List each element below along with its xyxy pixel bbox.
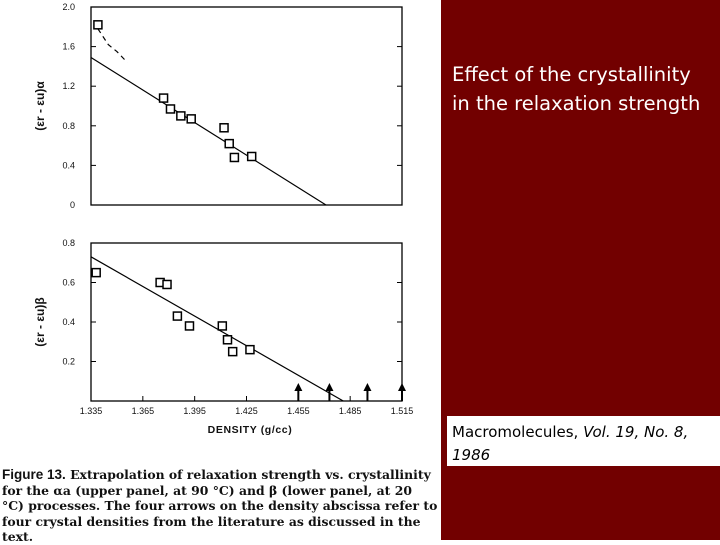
lower-data-point <box>227 346 238 357</box>
upper-data-point <box>186 114 196 124</box>
lower-panel: 0.8 0.6 0.4 0.2 (εr - εu)β 1.335 1.365 1.395 1.4… <box>33 238 413 416</box>
upper-y-axis-label: (εr - εu)α <box>33 81 47 131</box>
density-arrow-head <box>294 383 303 391</box>
lower-x-tick-label: 1.395 <box>183 406 206 416</box>
upper-y-tick-label: 0 <box>70 200 75 210</box>
lower-y-axis-label: (εr - εu)β <box>33 297 47 346</box>
lower-frame <box>90 242 403 402</box>
upper-y-tick-label: 1.2 <box>62 81 75 91</box>
axis-labels: DENSITY (g/cc) <box>208 424 293 436</box>
lower-y-tick-label: 0.6 <box>62 278 75 288</box>
upper-data-point <box>93 20 103 30</box>
lower-y-tick-label: 0.2 <box>62 357 75 367</box>
lower-y-tick-label: 0.8 <box>62 238 75 248</box>
upper-data-point <box>158 93 169 103</box>
upper-data-point <box>246 151 257 162</box>
density-arrow-head <box>325 383 334 391</box>
citation: Macromolecules, Vol. 19, No. 8, 1986 <box>452 421 716 467</box>
lower-fit-line <box>90 256 344 402</box>
lower-data-point <box>91 267 101 278</box>
upper-y-tick-label: 1.6 <box>62 42 75 52</box>
upper-panel: 2.0 1.6 1.2 0.8 0.4 0 (εr - εu)α <box>33 2 403 210</box>
lower-x-tick-label: 1.485 <box>339 406 362 416</box>
caption-label: Figure 13. <box>2 467 66 482</box>
upper-y-tick-label: 0.4 <box>62 160 75 170</box>
lower-x-tick-label: 1.365 <box>132 406 155 416</box>
citation-journal: Macromolecules, <box>452 423 579 441</box>
upper-data-point <box>219 123 229 133</box>
slide-title: Effect of the crystallinity in the relax… <box>452 63 701 115</box>
upper-data-point <box>176 111 186 121</box>
upper-y-tick-label: 2.0 <box>62 2 75 12</box>
lower-x-tick-label: 1.335 <box>80 406 103 416</box>
lower-data-point <box>217 321 228 331</box>
figure-area: 2.0 1.6 1.2 0.8 0.4 0 (εr - εu)α 0.8 0.6 0.4 0.2 (… <box>2 2 438 545</box>
lower-data-point <box>245 344 255 355</box>
lower-data-point <box>184 321 195 331</box>
lower-x-tick-label: 1.515 <box>391 406 414 416</box>
figure-chart: 2.0 1.6 1.2 0.8 0.4 0 (εr - εu)α 0.8 0.6 0.4 0.2 (… <box>33 2 413 436</box>
x-axis-label: DENSITY (g/cc) <box>208 424 293 436</box>
lower-x-tick-label: 1.425 <box>235 406 258 416</box>
citation-details: Vol. 19, No. 8, 1986 <box>452 423 689 464</box>
upper-data-point <box>165 104 176 114</box>
upper-fit-line <box>90 56 327 206</box>
density-arrow-head <box>363 383 372 391</box>
upper-y-tick-label: 0.8 <box>62 121 75 131</box>
density-arrow-head <box>398 383 406 391</box>
lower-x-tick-label: 1.455 <box>287 406 310 416</box>
figure-caption: Figure 13. Extrapolation of relaxation s… <box>2 467 438 545</box>
upper-frame <box>90 6 403 206</box>
lower-y-tick-label: 0.4 <box>62 317 75 327</box>
upper-data-point <box>229 152 240 163</box>
upper-data-point <box>224 138 234 149</box>
lower-data-point <box>162 279 172 290</box>
upper-dashed-curve <box>97 28 128 63</box>
lower-data-point <box>222 335 233 345</box>
lower-data-point <box>172 311 183 321</box>
caption-text: Extrapolation of relaxation strength vs.… <box>2 467 438 545</box>
citation-box <box>447 416 720 466</box>
